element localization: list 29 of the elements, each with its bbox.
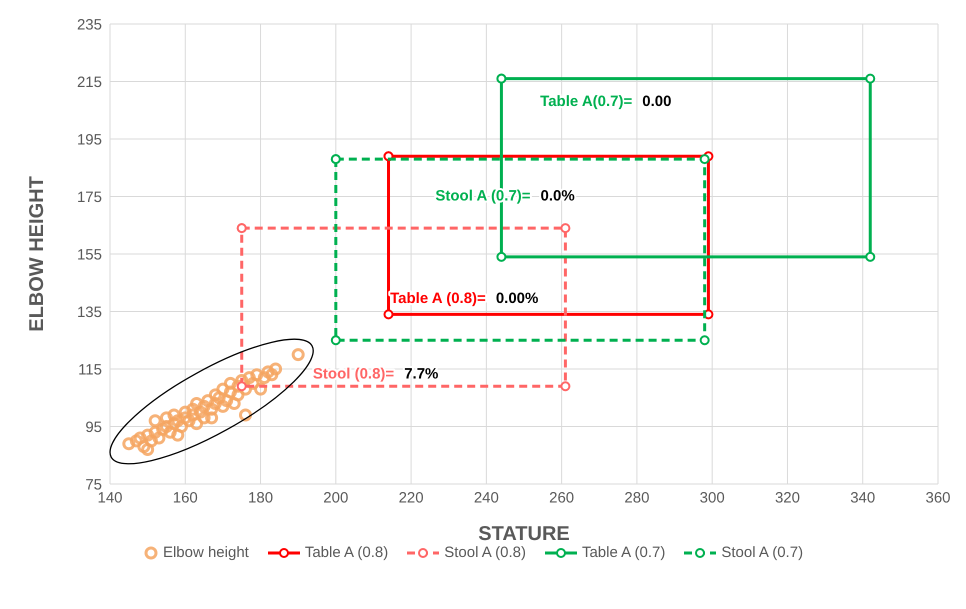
x-tick-label: 240 (474, 490, 499, 507)
annotation: Table A(0.7)= 0.00 (540, 92, 672, 110)
legend-label: Table A (0.8) (304, 544, 388, 561)
x-tick-label: 280 (624, 490, 650, 507)
x-tick-label: 360 (925, 490, 951, 507)
y-tick-label: 215 (76, 74, 102, 91)
annotation: Table A (0.8)= 0.00% (390, 290, 538, 307)
x-tick-label: 340 (850, 490, 876, 507)
x-tick-label: 220 (398, 490, 424, 507)
y-tick-label: 195 (76, 131, 102, 148)
x-tick-label: 200 (323, 490, 348, 507)
y-axis-title: ELBOW HEIGHT (26, 176, 48, 332)
x-tick-label: 320 (774, 490, 800, 507)
x-tick-label: 160 (172, 490, 198, 507)
x-tick-label: 180 (248, 490, 274, 507)
legend-label: Elbow height (162, 544, 249, 561)
legend-label: Stool A (0.7) (721, 544, 804, 561)
x-tick-label: 260 (549, 490, 574, 507)
y-tick-label: 235 (76, 16, 102, 34)
y-tick-label: 135 (76, 304, 102, 321)
x-axis-title: STATURE (478, 523, 570, 545)
legend-label: Table A (0.7) (582, 544, 666, 561)
y-tick-label: 115 (78, 361, 102, 378)
annotation: Stool (0.8)= 7.7% (312, 366, 438, 383)
x-tick-label: 300 (700, 490, 725, 507)
y-tick-label: 155 (76, 246, 102, 264)
legend-label: Stool A (0.8) (444, 544, 526, 561)
y-tick-label: 175 (76, 188, 102, 206)
y-tick-label: 95 (85, 418, 102, 436)
